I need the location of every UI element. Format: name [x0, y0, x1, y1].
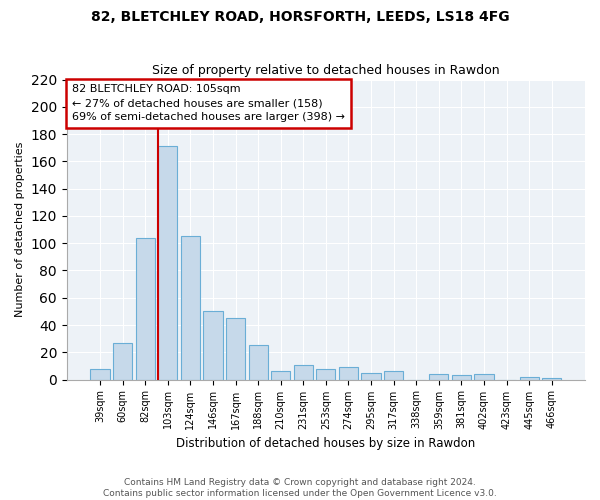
- Bar: [271, 372, 290, 380]
- Text: 82, BLETCHLEY ROAD, HORSFORTH, LEEDS, LS18 4FG: 82, BLETCHLEY ROAD, HORSFORTH, LEEDS, LS…: [91, 10, 509, 24]
- Bar: [158, 146, 178, 380]
- Bar: [316, 368, 335, 380]
- Bar: [91, 368, 110, 380]
- Bar: [475, 374, 494, 380]
- Bar: [226, 318, 245, 380]
- Text: 82 BLETCHLEY ROAD: 105sqm
← 27% of detached houses are smaller (158)
69% of semi: 82 BLETCHLEY ROAD: 105sqm ← 27% of detac…: [72, 84, 345, 122]
- Bar: [181, 236, 200, 380]
- Bar: [248, 346, 268, 380]
- Bar: [542, 378, 562, 380]
- Bar: [293, 364, 313, 380]
- Bar: [452, 376, 471, 380]
- Text: Contains HM Land Registry data © Crown copyright and database right 2024.
Contai: Contains HM Land Registry data © Crown c…: [103, 478, 497, 498]
- Bar: [520, 377, 539, 380]
- Title: Size of property relative to detached houses in Rawdon: Size of property relative to detached ho…: [152, 64, 500, 77]
- X-axis label: Distribution of detached houses by size in Rawdon: Distribution of detached houses by size …: [176, 437, 476, 450]
- Bar: [339, 368, 358, 380]
- Bar: [136, 238, 155, 380]
- Y-axis label: Number of detached properties: Number of detached properties: [15, 142, 25, 318]
- Bar: [384, 372, 403, 380]
- Bar: [203, 312, 223, 380]
- Bar: [429, 374, 448, 380]
- Bar: [361, 373, 380, 380]
- Bar: [113, 342, 132, 380]
